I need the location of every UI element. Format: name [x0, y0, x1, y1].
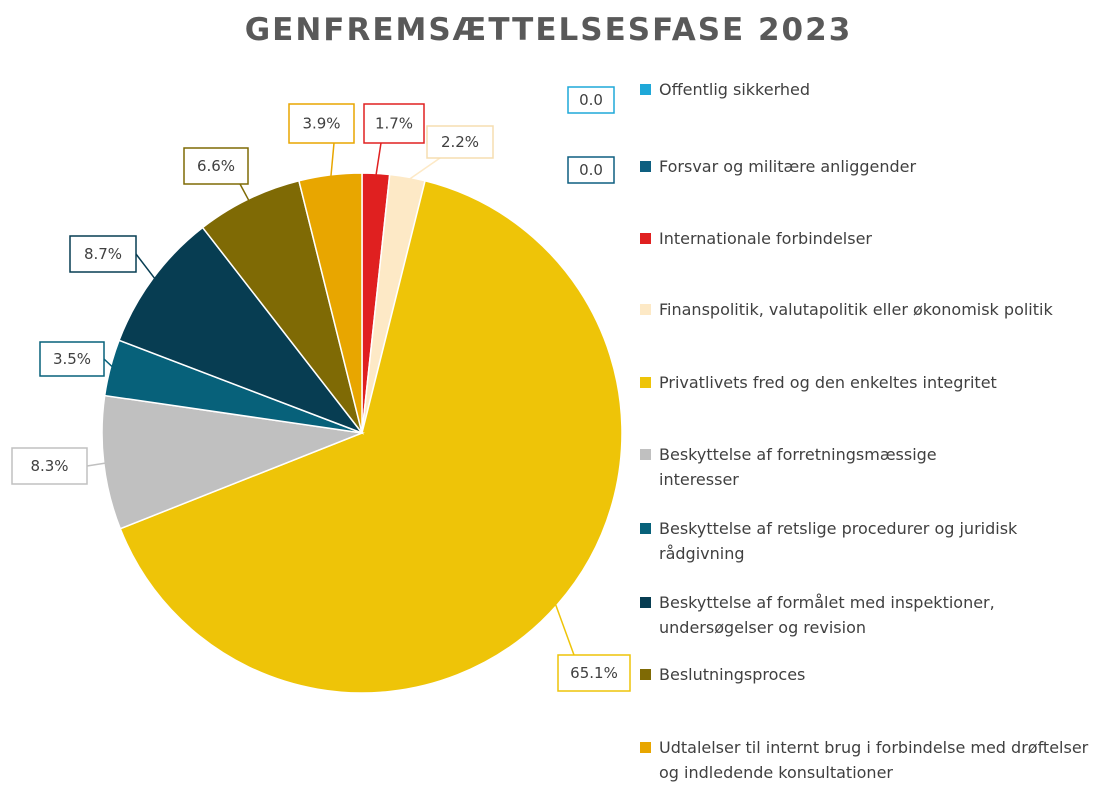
leader-line [406, 157, 441, 182]
leader-line [329, 142, 335, 179]
data-label-box [11, 447, 88, 485]
legend-swatch [640, 669, 651, 680]
legend-item-retslige-procedurer: Beskyttelse af retslige procedurer og ju… [640, 516, 1090, 566]
legend-item-finanspolitik: Finanspolitik, valutapolitik eller økono… [640, 297, 1080, 322]
data-label-text: 0.0 [579, 161, 603, 179]
data-label-box [557, 654, 631, 692]
legend-swatch [640, 161, 651, 172]
data-label-box [39, 341, 105, 377]
legend-swatch [640, 84, 651, 95]
data-label-text: 1.7% [375, 115, 413, 133]
data-label: 3.5% [39, 341, 115, 377]
data-label: 65.1% [553, 601, 631, 692]
leader-line [374, 142, 382, 178]
legend-swatch [640, 377, 651, 388]
leader-line [103, 358, 115, 370]
legend-swatch [640, 233, 651, 244]
legend-label: Beskyttelse af forretningsmæssige intere… [659, 445, 937, 489]
data-label: 8.3% [11, 447, 108, 485]
legend-label: Beskyttelse af retslige procedurer og ju… [659, 519, 1018, 563]
legend-label: Beslutningsproces [659, 665, 806, 684]
pie-slice [119, 179, 623, 694]
data-label-box [183, 147, 249, 185]
data-label-text: 0.0 [579, 91, 603, 109]
data-label: 1.7% [363, 103, 425, 178]
legend-label: Offentlig sikkerhed [659, 80, 811, 99]
legend-item-privatlivets-fred: Privatlivets fred og den enkeltes integr… [640, 370, 1090, 395]
data-label-text: 8.7% [84, 245, 122, 263]
pie-slice [118, 226, 365, 435]
legend-swatch [640, 304, 651, 315]
leader-line [86, 461, 108, 467]
legend-item-forretningsmaessige: Beskyttelse af forretningsmæssige intere… [640, 442, 1090, 492]
leader-line [135, 253, 157, 282]
data-label: 8.7% [69, 235, 157, 282]
data-label-box [567, 86, 615, 114]
data-label-box [363, 103, 425, 144]
legend-swatch [640, 742, 651, 753]
legend-label: Forsvar og militære anliggender [659, 157, 917, 176]
legend-item-udtalelser: Udtalelser til internt brug i forbindels… [640, 735, 1090, 785]
data-label: 0.0 [567, 86, 615, 114]
legend-swatch [640, 449, 651, 460]
data-label-box [426, 125, 494, 159]
data-label-text: 2.2% [441, 133, 479, 151]
legend-item-internationale: Internationale forbindelser [640, 226, 1090, 251]
legend-item-beslutningsproces: Beslutningsproces [640, 662, 1090, 687]
data-label: 2.2% [406, 125, 494, 182]
data-label: 6.6% [183, 147, 251, 204]
data-label-text: 8.3% [30, 457, 68, 475]
legend-item-inspektioner: Beskyttelse af formålet med inspektioner… [640, 590, 1090, 640]
pie-slice [298, 172, 363, 434]
legend-label: Udtalelser til internt brug i forbindels… [659, 738, 1089, 782]
leader-line [553, 601, 575, 656]
data-label-text: 65.1% [570, 664, 618, 682]
data-label: 0.0 [567, 156, 615, 184]
data-label-text: 6.6% [197, 157, 235, 175]
data-label: 3.9% [288, 103, 355, 179]
chart-title: GENFREMSÆTTELSESFASE 2023 [244, 12, 853, 48]
leader-line [239, 183, 251, 204]
legend-swatch [640, 523, 651, 534]
legend-label: Finanspolitik, valutapolitik eller økono… [659, 300, 1053, 319]
data-label-box [69, 235, 137, 273]
legend-swatch [640, 597, 651, 608]
legend-item-offentlig-sikkerhed: Offentlig sikkerhed [640, 77, 1090, 102]
data-label-text: 3.9% [302, 115, 340, 133]
data-label-box [567, 156, 615, 184]
legend-label: Beskyttelse af formålet med inspektioner… [659, 593, 995, 637]
data-label-text: 3.5% [53, 350, 91, 368]
legend-label: Privatlivets fred og den enkeltes integr… [659, 373, 997, 392]
legend-label: Internationale forbindelser [659, 229, 872, 248]
legend-item-forsvar: Forsvar og militære anliggender [640, 154, 1090, 179]
data-label-box [288, 103, 355, 144]
